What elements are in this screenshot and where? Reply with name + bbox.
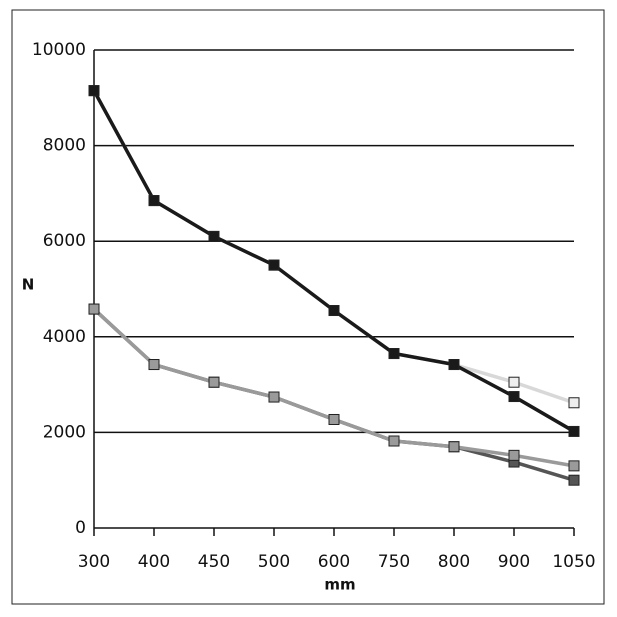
marker [388,348,400,360]
y-tick-label: 4000 [43,327,86,347]
x-tick-label: 600 [318,552,350,572]
marker [88,303,100,315]
y-tick-label: 2000 [43,422,86,442]
x-tick-label: 300 [78,552,110,572]
y-axis-title: N [22,276,35,294]
marker [508,391,520,403]
marker [268,259,280,271]
x-tick-label: 800 [438,552,470,572]
marker [388,435,400,447]
marker [508,376,520,388]
marker [508,449,520,461]
marker [88,85,100,97]
marker [448,441,460,453]
x-tick-label: 400 [138,552,170,572]
marker [148,359,160,371]
y-tick-label: 10000 [32,40,86,60]
frame [11,9,605,605]
x-axis-title: mm [324,576,355,594]
y-tick-label: 6000 [43,231,86,251]
x-tick-label: 450 [198,552,230,572]
marker [568,474,580,486]
marker [568,460,580,472]
marker [148,195,160,207]
x-tick-label: 500 [258,552,290,572]
marker [568,425,580,437]
marker [268,391,280,403]
marker [328,413,340,425]
marker [448,359,460,371]
marker [208,230,220,242]
y-tick-label: 0 [75,518,86,538]
x-tick-label: 900 [498,552,530,572]
x-tick-label: 750 [378,552,410,572]
marker [328,305,340,317]
series-line [92,307,575,468]
y-tick-label: 8000 [43,136,86,156]
marker [568,397,580,409]
series-line [92,89,575,405]
marker [208,376,220,388]
x-tick-label: 1050 [552,552,595,572]
